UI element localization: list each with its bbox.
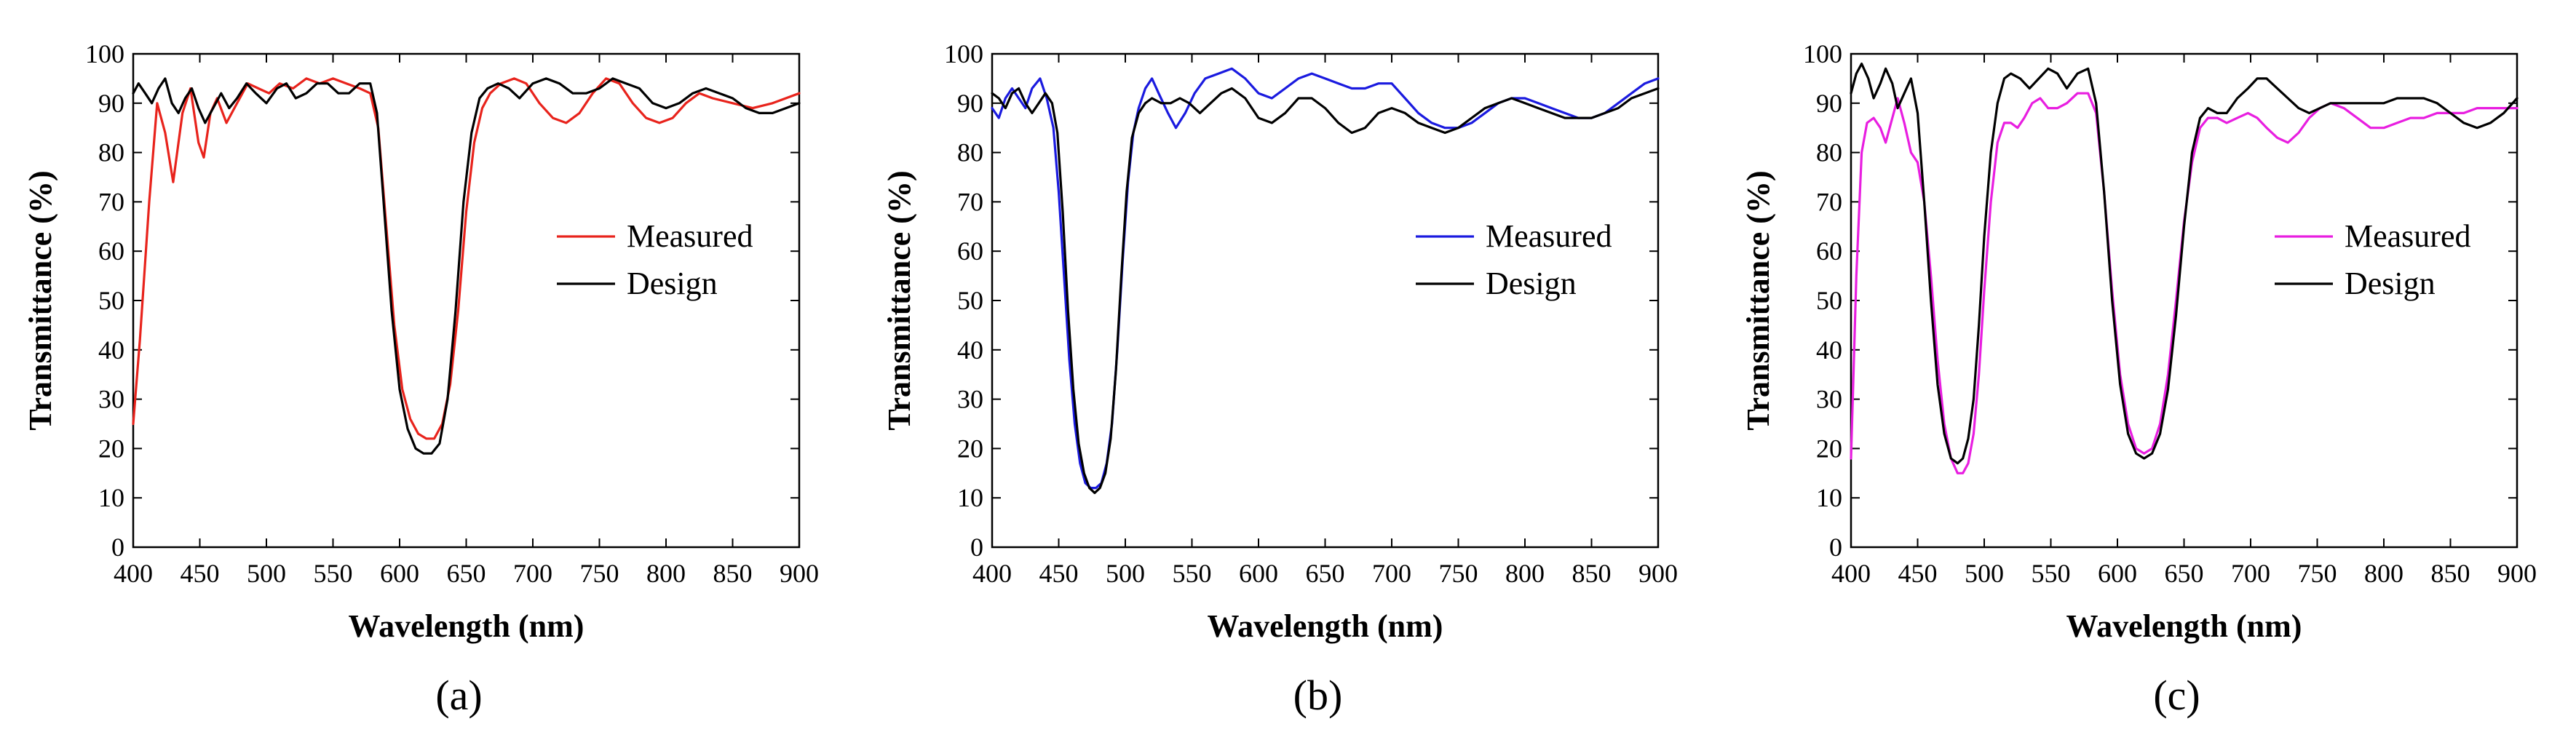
panel-label: (b): [1293, 672, 1343, 719]
y-tick-label: 80: [1816, 138, 1842, 167]
y-tick-label: 0: [111, 533, 124, 562]
chart-a-svg: 400 450 500 550 600 650 700 750 800 850 900 0 10 20 30…: [23, 39, 819, 719]
x-tick-label: 750: [1439, 559, 1478, 588]
y-tick-label: 50: [98, 286, 124, 315]
chart-c-svg: 400 450 500 550 600 650 700 750 800 850 900 0 10 20 30…: [1740, 39, 2537, 719]
x-tick-label: 850: [1572, 559, 1612, 588]
x-tick-label: 650: [2165, 559, 2204, 588]
y-axis-label: Transmittance (%): [1740, 170, 1776, 430]
x-tick-label: 500: [1965, 559, 2004, 588]
series-line-design: [991, 87, 1660, 494]
chart-panel-c: 400 450 500 550 600 650 700 750 800 850 900 0 10 20 30…: [1718, 0, 2576, 740]
y-tick-label: 60: [98, 236, 124, 266]
chart-panel-b: 400 450 500 550 600 650 700 750 800 850 900 0 10 20 30…: [859, 0, 1718, 740]
y-tick-label: 10: [1816, 483, 1842, 512]
x-tick-label: 550: [2032, 559, 2071, 588]
x-tick-label: 450: [1039, 559, 1079, 588]
chart-b-svg: 400 450 500 550 600 650 700 750 800 850 900 0 10 20 30…: [881, 39, 1678, 719]
x-tick-label: 550: [1173, 559, 1212, 588]
legend-label-design: Design: [627, 266, 718, 301]
x-tick-label: 650: [447, 559, 486, 588]
x-tick-label: 800: [646, 559, 686, 588]
x-axis-label: Wavelength (nm): [2066, 608, 2302, 644]
x-axis-label: Wavelength (nm): [349, 608, 584, 644]
x-tick-label: 700: [1372, 559, 1411, 588]
chart-panel-a: 400 450 500 550 600 650 700 750 800 850 900 0 10 20 30…: [0, 0, 859, 740]
x-tick-label: 850: [2431, 559, 2470, 588]
x-tick-label: 700: [513, 559, 552, 588]
x-tick-label: 900: [1638, 559, 1678, 588]
x-tick-label: 550: [314, 559, 353, 588]
x-tick-label: 600: [1239, 559, 1278, 588]
y-tick-label: 50: [957, 286, 983, 315]
y-tick-label: 30: [98, 385, 124, 414]
y-tick-label: 70: [98, 187, 124, 216]
y-tick-label: 20: [1816, 434, 1842, 463]
x-tick-label: 400: [972, 559, 1012, 588]
panel-label: (a): [435, 672, 482, 719]
x-tick-label: 600: [2098, 559, 2137, 588]
y-tick-label: 70: [1816, 187, 1842, 216]
y-tick-label: 40: [957, 335, 983, 365]
y-tick-label: 30: [1816, 385, 1842, 414]
legend-label-design: Design: [2345, 266, 2436, 301]
y-tick-label: 20: [957, 434, 983, 463]
x-tick-label: 450: [181, 559, 220, 588]
x-tick-label: 800: [1505, 559, 1545, 588]
x-tick-label: 750: [2298, 559, 2337, 588]
y-tick-label: 50: [1816, 286, 1842, 315]
x-tick-label: 900: [2497, 559, 2537, 588]
y-tick-label: 100: [944, 39, 983, 68]
y-tick-label: 10: [98, 483, 124, 512]
y-axis-label: Transmittance (%): [23, 170, 58, 430]
y-tick-label: 10: [957, 483, 983, 512]
x-tick-label: 650: [1306, 559, 1345, 588]
series-line-design: [1850, 63, 2518, 465]
series-line-design: [132, 77, 801, 455]
y-tick-label: 90: [1816, 89, 1842, 118]
x-tick-label: 400: [114, 559, 153, 588]
y-tick-label: 40: [98, 335, 124, 365]
x-axis-label: Wavelength (nm): [1208, 608, 1443, 644]
x-tick-label: 700: [2231, 559, 2270, 588]
x-tick-label: 600: [380, 559, 419, 588]
y-tick-label: 90: [98, 89, 124, 118]
y-axis-label: Transmittance (%): [881, 170, 917, 430]
x-tick-label: 400: [1831, 559, 1871, 588]
legend-label-design: Design: [1486, 266, 1577, 301]
panel-label: (c): [2153, 672, 2200, 719]
y-tick-label: 80: [957, 138, 983, 167]
legend-label-measured: Measured: [2345, 218, 2471, 254]
series-line-measured: [132, 77, 801, 440]
x-tick-label: 900: [780, 559, 819, 588]
y-tick-label: 70: [957, 187, 983, 216]
x-tick-label: 500: [1106, 559, 1145, 588]
y-tick-label: 30: [957, 385, 983, 414]
legend-label-measured: Measured: [627, 218, 753, 254]
y-tick-label: 60: [957, 236, 983, 266]
y-tick-label: 90: [957, 89, 983, 118]
x-tick-label: 450: [1898, 559, 1938, 588]
y-tick-label: 100: [1803, 39, 1842, 68]
legend-label-measured: Measured: [1486, 218, 1612, 254]
x-tick-label: 500: [247, 559, 286, 588]
x-tick-label: 850: [713, 559, 753, 588]
y-tick-label: 100: [85, 39, 124, 68]
y-tick-label: 0: [1829, 533, 1842, 562]
y-tick-label: 0: [970, 533, 983, 562]
x-tick-label: 750: [580, 559, 619, 588]
y-tick-label: 40: [1816, 335, 1842, 365]
y-tick-label: 60: [1816, 236, 1842, 266]
y-tick-label: 80: [98, 138, 124, 167]
x-tick-label: 800: [2364, 559, 2403, 588]
y-tick-label: 20: [98, 434, 124, 463]
